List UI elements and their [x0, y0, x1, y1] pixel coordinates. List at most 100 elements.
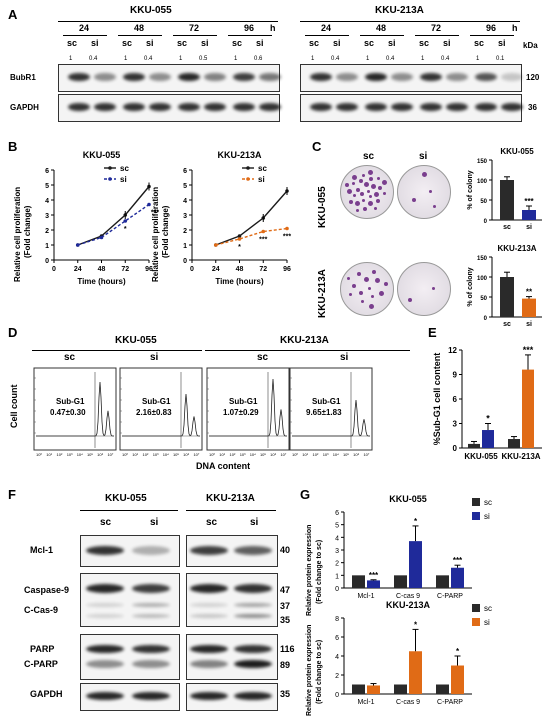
a-band-gapdh: [446, 103, 468, 111]
c-colony-dot: [354, 200, 360, 206]
a-quant-1-2: 1: [366, 56, 370, 62]
g-ytick: 1: [335, 573, 339, 580]
e-bar-chart: 0 3 6 9 12 %Sub-G1 cell content * KKU-055 *** KKU…: [432, 345, 542, 461]
f-band: [190, 614, 228, 618]
a-band-bubr1: [204, 73, 226, 81]
d-histogram-2: 10⁰ 10¹ 10² 10³ 10⁴ 10⁵ 10⁶ 10⁷: [206, 367, 290, 457]
c-colony-dot: [352, 283, 357, 288]
a-band-bubr1: [233, 73, 255, 81]
c-colony-dot: [382, 179, 388, 185]
f-band: [190, 603, 228, 607]
c-colony-dot: [346, 189, 352, 195]
b-series-line-si: [77, 203, 150, 246]
a-si-1-3: si: [498, 38, 506, 48]
c-colony-dot: [360, 300, 364, 304]
panel-label-d: D: [8, 325, 18, 340]
d-xtick: 10⁰: [209, 452, 215, 457]
f-band: [86, 546, 124, 555]
a-time-0-1: 48: [134, 23, 145, 33]
g-bar-si: [367, 580, 380, 588]
panel-label-b: B: [8, 139, 18, 154]
g-bar-chart-1: KKU-213A 0 2 4 6 8 Mcl-1 * C-cas 9 * C-PARP sc si: [335, 600, 492, 706]
g-category: C-PARP: [437, 699, 463, 706]
a-band-bubr1: [259, 73, 281, 81]
d-xtick: 10²: [313, 452, 319, 457]
c-col-sc: sc: [363, 151, 375, 162]
b-point: [75, 243, 80, 247]
g-ytick: 0: [335, 692, 339, 699]
g-ytick: 4: [335, 654, 339, 661]
a-kda-label: kDa: [523, 41, 538, 50]
c-colony-dot: [356, 208, 360, 212]
g-bar-sc: [394, 684, 407, 694]
g-ytick: 2: [335, 673, 339, 680]
b-ytick: 4: [45, 198, 49, 205]
g-ytick: 6: [335, 510, 339, 517]
d-xtick: 10³: [153, 452, 159, 457]
g-star: ***: [453, 556, 463, 565]
e-ylabel: %Sub-G1 cell content: [432, 353, 442, 446]
g-bar-sc: [436, 575, 449, 588]
b-xtick: 48: [98, 266, 106, 273]
a-quant-1-3: 0.4: [386, 56, 395, 62]
a-h-label-1: h: [512, 23, 518, 33]
d-xtick: 10⁵: [260, 452, 266, 457]
a-quant-1-6: 1: [476, 56, 480, 62]
f-band: [190, 660, 228, 668]
c-ytick: 100: [477, 276, 488, 282]
a-sc-1-3: sc: [474, 38, 485, 48]
d-line-kku055: [32, 350, 202, 351]
d-xtick: 10⁷: [193, 452, 199, 457]
panel-label-e: E: [428, 325, 437, 340]
f-kda-1: 47: [280, 585, 291, 595]
a-band-gapdh: [68, 103, 90, 111]
b-point: [123, 219, 128, 223]
a-kda-36: 36: [528, 103, 537, 112]
f-kda-5: 89: [280, 660, 291, 670]
c-colony-dot: [370, 294, 374, 298]
g-bar-sc: [352, 575, 365, 588]
a-si-0-2: si: [201, 38, 209, 48]
b-point: [213, 243, 218, 247]
d-histogram-trace: [209, 378, 288, 437]
f-band: [234, 603, 272, 607]
d-label-si-2: si: [340, 352, 349, 363]
b-ytick: 3: [183, 213, 187, 220]
panel-label-f: F: [8, 487, 16, 502]
a-band-gapdh: [178, 103, 200, 111]
b-star: ***: [151, 210, 159, 217]
f-band: [234, 645, 272, 653]
b-xtick: 96: [283, 266, 291, 273]
a-quant-1-4: 1: [421, 56, 425, 62]
d-histogram-trace: [36, 381, 115, 437]
d-xtick: 10⁴: [333, 452, 339, 457]
b-point: [99, 235, 104, 240]
d-ylabel: Cell count: [9, 384, 19, 428]
e-bar-sc-1: [508, 439, 520, 448]
d-xtick: 10⁶: [183, 452, 189, 457]
b-ytick: 1: [45, 243, 49, 250]
c-colony-dot: [348, 293, 352, 297]
c-colony-dot: [367, 201, 373, 207]
c-colony-dot: [360, 192, 365, 197]
panel-label-a: A: [8, 7, 18, 22]
a-band-bubr1: [420, 73, 442, 81]
g-category: C-cas 9: [396, 593, 420, 600]
b-ylabel-1: Relative cell proliferation: [13, 186, 22, 282]
g-bar-si: [451, 567, 464, 588]
c-ylabel: % of colony: [467, 170, 474, 209]
d-xtick: 10³: [323, 452, 329, 457]
d-subg1-value-3: 9.65±1.83: [306, 408, 342, 417]
a-quant-0-2: 1: [124, 56, 128, 62]
d-xtick: 10⁰: [292, 452, 298, 457]
a-time-0-0: 24: [79, 23, 90, 33]
c-colony-dot: [355, 187, 360, 192]
c-bar-sc: [500, 277, 514, 317]
c-colony-dot: [358, 290, 363, 295]
a-kda-120: 120: [526, 73, 540, 82]
c-colony-dot: [378, 291, 384, 297]
c-star: ***: [524, 197, 534, 206]
c-ytick: 150: [477, 159, 488, 165]
d-xtick: 10⁰: [122, 452, 128, 457]
f-cell-label-kku213a: KKU-213A: [206, 493, 255, 504]
